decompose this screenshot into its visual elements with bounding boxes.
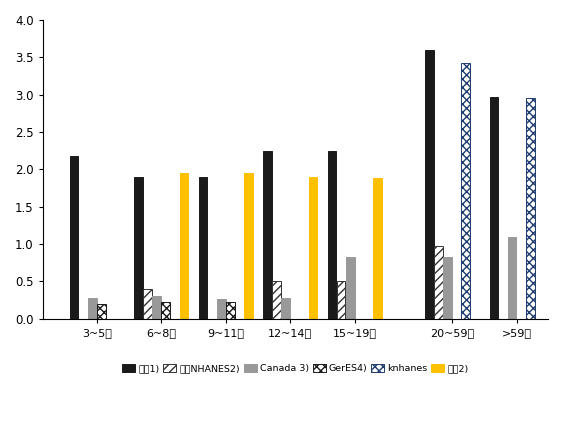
- Bar: [244, 173, 253, 319]
- Bar: [144, 289, 152, 319]
- Bar: [526, 98, 535, 319]
- Bar: [443, 257, 452, 319]
- Bar: [70, 156, 78, 319]
- Bar: [462, 63, 470, 319]
- Bar: [272, 282, 281, 319]
- Legend: 한국1), 미국NHANES2), Canada 3), GerES4), knhanes, 한국2): 한국1), 미국NHANES2), Canada 3), GerES4), kn…: [118, 360, 472, 377]
- Bar: [309, 177, 318, 319]
- Bar: [134, 177, 143, 319]
- Bar: [217, 299, 226, 319]
- Bar: [434, 246, 443, 319]
- Bar: [282, 298, 290, 319]
- Bar: [508, 237, 516, 319]
- Bar: [199, 177, 207, 319]
- Bar: [328, 151, 336, 319]
- Bar: [97, 304, 106, 319]
- Bar: [346, 257, 355, 319]
- Bar: [226, 302, 235, 319]
- Bar: [490, 97, 498, 319]
- Bar: [263, 151, 272, 319]
- Bar: [153, 296, 161, 319]
- Bar: [373, 178, 382, 319]
- Bar: [180, 173, 188, 319]
- Bar: [337, 282, 346, 319]
- Bar: [425, 50, 434, 319]
- Bar: [88, 298, 96, 319]
- Bar: [162, 302, 170, 319]
